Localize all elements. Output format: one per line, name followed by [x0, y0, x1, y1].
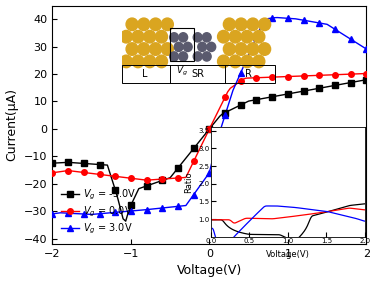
Legend: $V_g$ = -3.0V, $V_g$ = 0.0V, $V_g$ = 3.0V: $V_g$ = -3.0V, $V_g$ = 0.0V, $V_g$ = 3.0…: [61, 187, 137, 237]
X-axis label: Voltage(V): Voltage(V): [177, 264, 242, 277]
Y-axis label: Current(μA): Current(μA): [6, 88, 18, 161]
